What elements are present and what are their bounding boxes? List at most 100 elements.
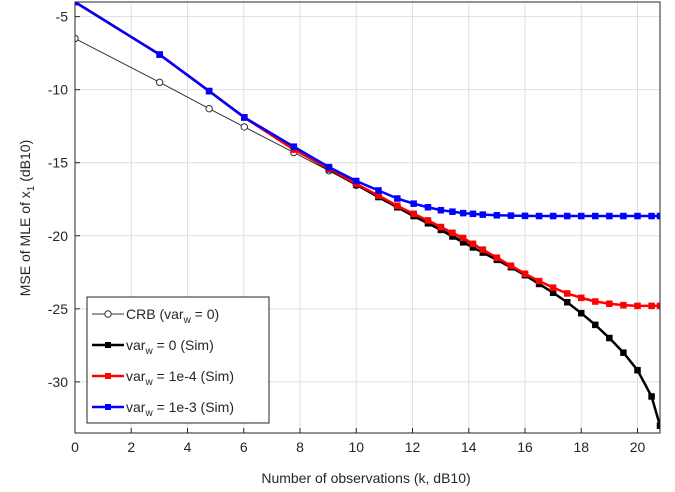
data-point (493, 254, 501, 261)
series-layer (75, 2, 660, 429)
y-tick-label: -10 (48, 82, 68, 98)
data-point (156, 51, 163, 58)
data-point (606, 300, 613, 307)
x-tick-label: 10 (348, 439, 364, 455)
x-tick-label: 16 (517, 439, 533, 455)
legend-label-subscript: w (144, 346, 153, 357)
data-point (410, 210, 417, 218)
data-point (606, 334, 613, 342)
data-point (578, 309, 585, 317)
data-point (325, 163, 333, 171)
data-point (656, 422, 660, 429)
data-point (656, 212, 660, 220)
data-point (449, 208, 456, 215)
data-point (563, 290, 571, 297)
data-point (479, 246, 487, 253)
x-tick-label: 12 (405, 439, 421, 455)
x-tick-label: 8 (296, 439, 304, 455)
y-axis-label-subscript: 1 (26, 185, 37, 191)
y-axis-label-suffix: (dB10) (17, 140, 33, 186)
data-point (353, 177, 360, 185)
legend-swatch-marker (105, 342, 111, 348)
data-point (634, 366, 641, 374)
data-point (479, 211, 487, 218)
data-point (563, 212, 571, 220)
legend-label: varw = 1e-4 (Sim) (126, 368, 234, 388)
data-point (592, 298, 599, 305)
legend-entry: varw = 1e-3 (Sim) (92, 399, 234, 419)
legend: CRB (varw = 0)varw = 0 (Sim)varw = 1e-4 … (86, 296, 270, 424)
legend-entry: varw = 1e-4 (Sim) (92, 368, 234, 388)
y-tick-label: -15 (48, 155, 68, 171)
legend-label-suffix: = 0) (191, 306, 219, 322)
legend-label-main: var (126, 399, 146, 415)
data-point (634, 302, 641, 310)
legend-box (86, 296, 270, 424)
data-point (620, 301, 627, 309)
data-point (375, 187, 382, 194)
data-point (240, 123, 249, 131)
data-point (410, 200, 417, 207)
legend-label-main: CRB (var (126, 306, 184, 322)
data-point (549, 212, 557, 220)
data-point (205, 104, 213, 113)
data-point (424, 204, 432, 211)
data-point (155, 78, 164, 87)
legend-label-suffix: = 1e-3 (Sim) (153, 399, 234, 415)
data-point (648, 302, 655, 310)
data-point (592, 321, 599, 329)
legend-entry: varw = 0 (Sim) (92, 337, 214, 357)
data-point (459, 234, 467, 242)
data-point (449, 229, 456, 237)
y-tick-label: -25 (48, 301, 68, 317)
x-tick-label: 6 (240, 439, 248, 455)
data-point (507, 212, 515, 219)
legend-swatch-marker (104, 310, 112, 318)
data-point (507, 262, 515, 269)
data-point (535, 277, 543, 285)
data-point (205, 87, 213, 95)
data-point (469, 240, 477, 248)
series-3 (75, 2, 660, 220)
legend-label: varw = 1e-3 (Sim) (126, 399, 234, 419)
x-tick-label: 2 (127, 439, 135, 455)
legend-label-suffix: = 0 (Sim) (153, 337, 214, 353)
y-axis-label: MSE of MLE of x1 (dB10) (17, 140, 37, 297)
axes-box (74, 1, 661, 434)
x-tick-label: 4 (184, 439, 192, 455)
data-point (437, 206, 445, 214)
data-point (394, 195, 401, 202)
data-point (549, 284, 557, 291)
data-point (290, 143, 298, 150)
x-axis-label: Number of observations (k, dB10) (261, 470, 470, 486)
data-point (620, 212, 627, 220)
data-point (578, 294, 585, 302)
x-tick-label: 18 (573, 439, 589, 455)
legend-swatch-marker (105, 373, 111, 379)
legend-label-subscript: w (144, 408, 153, 419)
legend-label-subscript: w (183, 315, 192, 326)
data-point (648, 393, 655, 400)
data-point (656, 302, 660, 310)
data-point (469, 210, 477, 218)
data-point (521, 270, 529, 277)
data-point (437, 223, 445, 231)
legend-label-main: var (126, 337, 146, 353)
legend-label: CRB (varw = 0) (126, 306, 219, 326)
data-point (634, 212, 641, 220)
legend-label-subscript: w (144, 377, 153, 388)
y-axis-label-main: MSE of MLE of x (17, 191, 33, 296)
x-tick-label: 14 (461, 439, 477, 455)
data-point (241, 114, 248, 121)
x-tick-label: 0 (71, 439, 79, 455)
data-point (493, 212, 501, 219)
data-point (535, 212, 543, 220)
data-point (521, 212, 529, 220)
data-point (424, 217, 432, 224)
data-point (592, 212, 599, 220)
tick-labels: 0 2 4 6 8 10 12 14 16 18 20 -5 -10 -15 -20 -25 -30 (48, 9, 646, 455)
legend-swatch-marker (105, 404, 111, 410)
data-point (563, 298, 571, 306)
legend-entry: CRB (varw = 0) (92, 306, 219, 326)
